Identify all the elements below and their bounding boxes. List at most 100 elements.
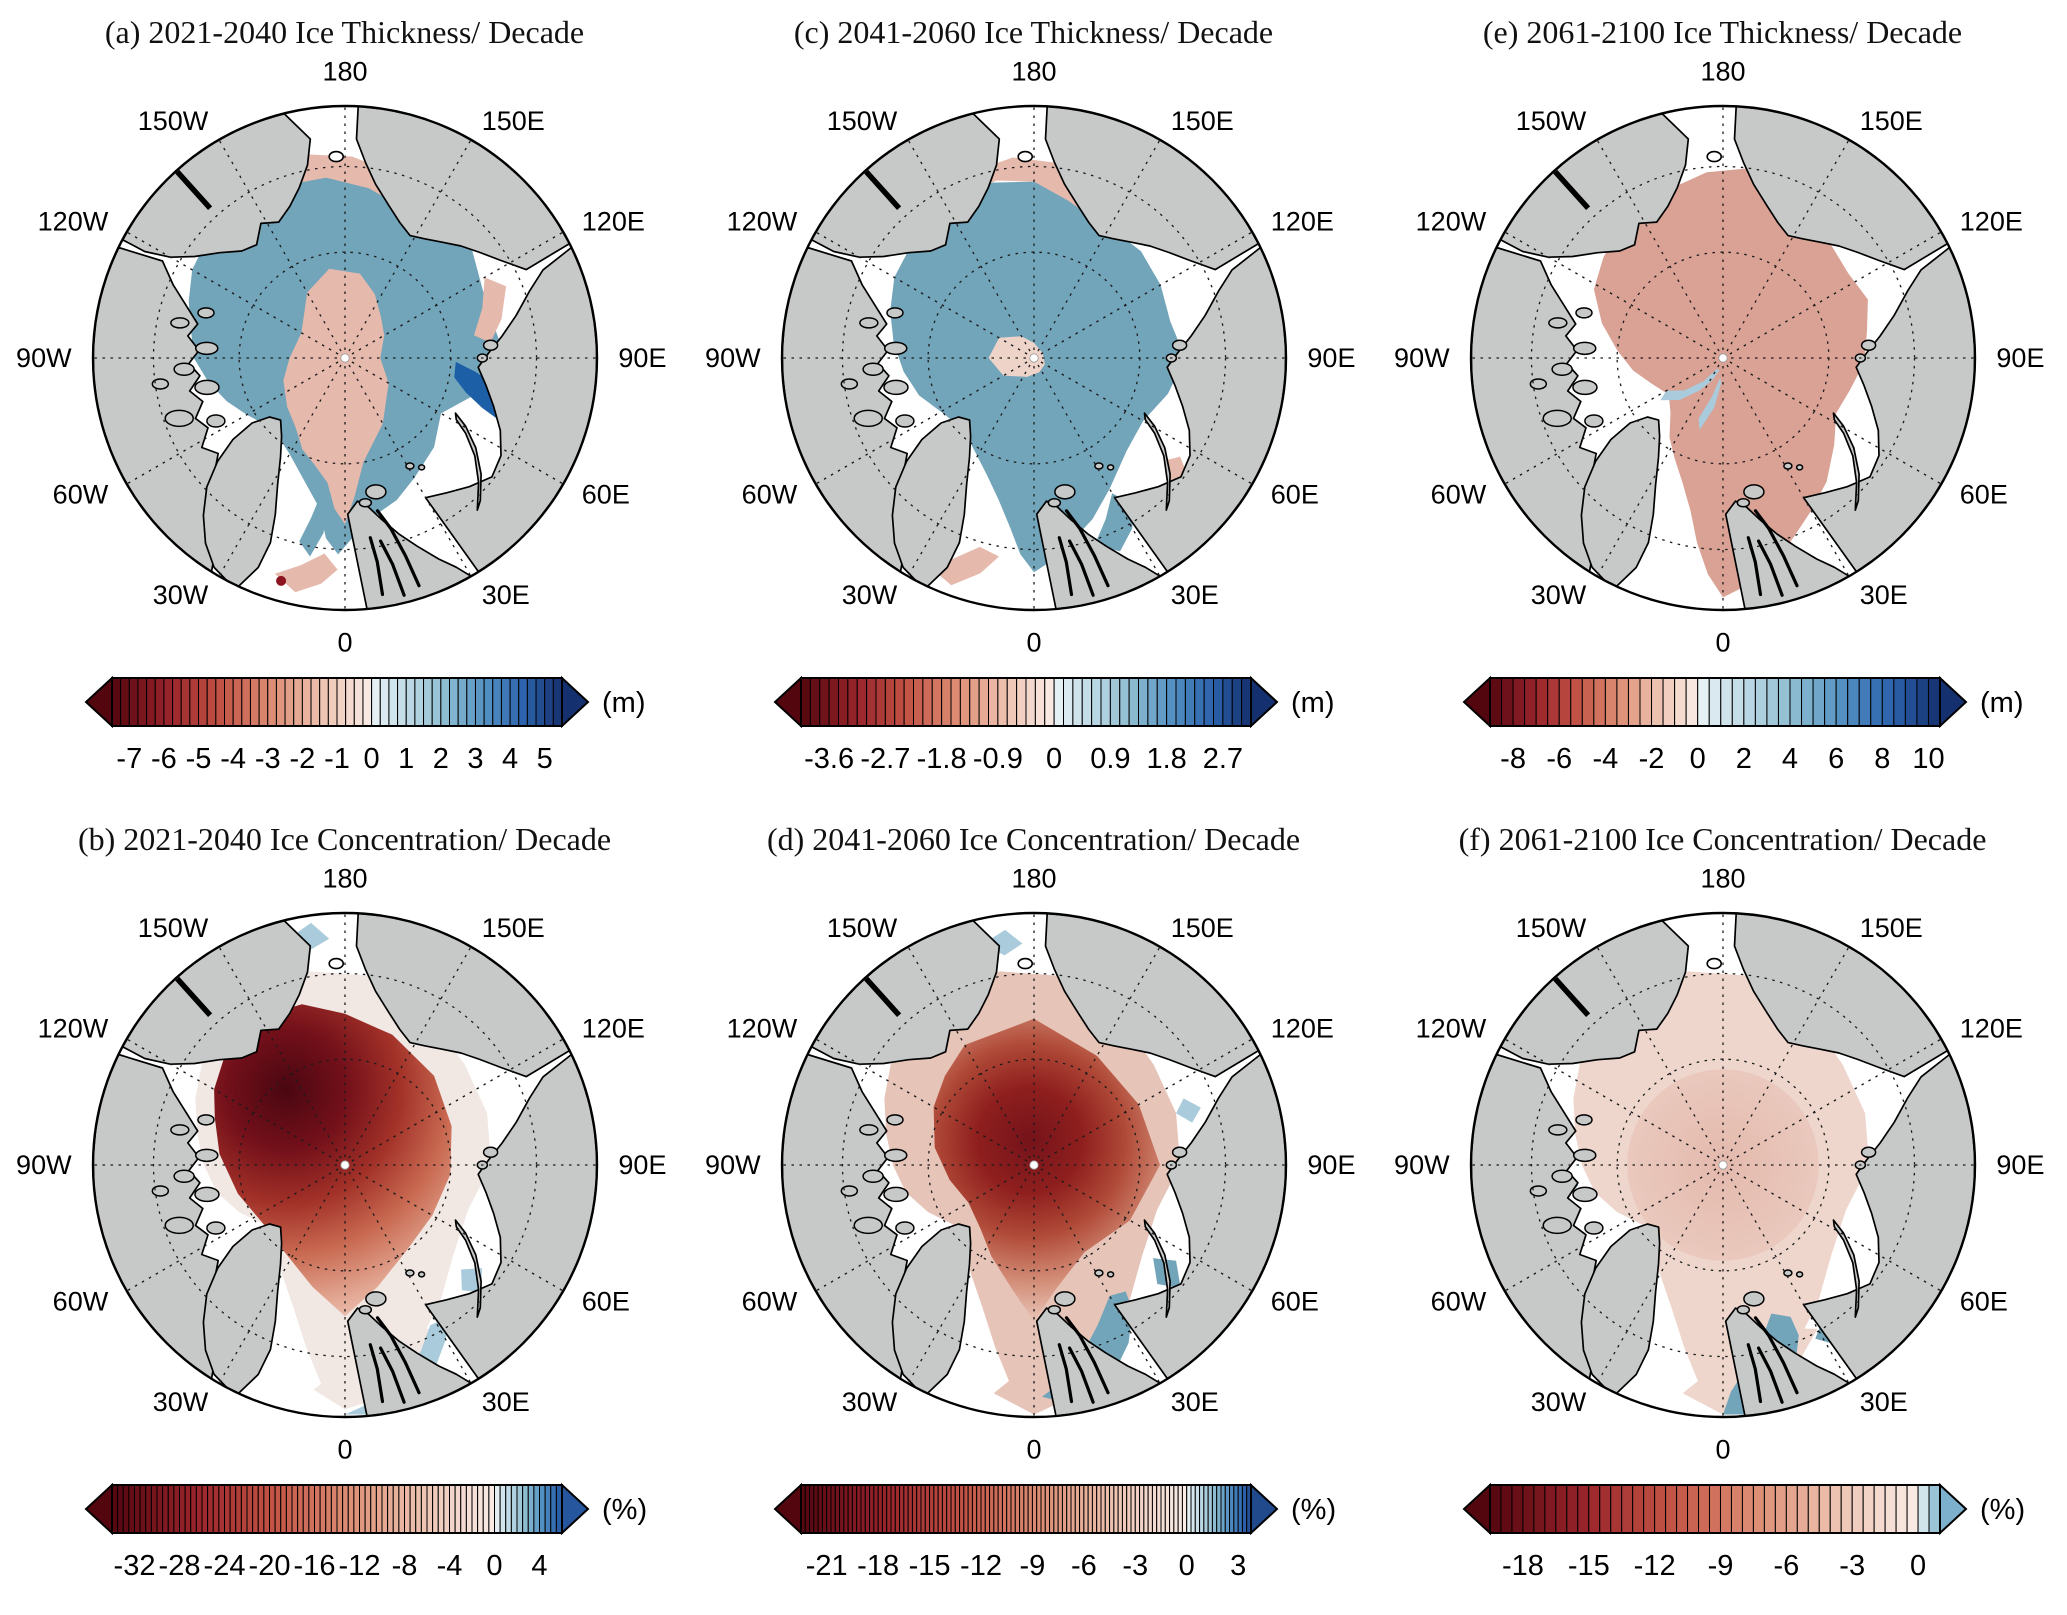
lon-label-30W: 30W (841, 1387, 897, 1417)
cbar-tick-d-8: 3 (1230, 1550, 1246, 1582)
cbar-tick-c-2: -1.8 (917, 743, 967, 775)
lon-label-60W: 60W (741, 1287, 797, 1317)
panel-c: (c) 2041-2060 Ice Thickness/ Decade 180 1… (689, 0, 1378, 807)
cbar-tick-a-8: 1 (398, 743, 414, 775)
arctic-map-b: 180 150W 150E 120W 120E 90W 90E 60W 60E 30W 30E 0 (15, 859, 675, 1471)
cbar-tick-c-7: 2.7 (1203, 743, 1243, 775)
lon-label-60W: 60W (1430, 480, 1486, 510)
lon-label-0: 0 (1715, 627, 1730, 657)
lon-label-30W: 30W (152, 580, 208, 610)
lon-label-90W: 90W (705, 1150, 761, 1180)
cbar-tick-d-2: -15 (909, 1550, 951, 1582)
lon-label-0: 0 (1715, 1434, 1730, 1464)
lon-label-120E: 120E (581, 206, 644, 236)
lon-label-90E: 90E (1996, 1150, 2044, 1180)
cbar-tick-e-6: 4 (1782, 743, 1798, 775)
cbar-tick-d-1: -18 (857, 1550, 899, 1582)
lon-label-90E: 90E (1996, 343, 2044, 373)
lon-label-90W: 90W (16, 1150, 72, 1180)
lon-label-150E: 150E (1170, 913, 1233, 943)
cbar-tick-e-7: 6 (1828, 743, 1844, 775)
arctic-map-e: 180 150W 150E 120W 120E 90W 90E 60W 60E 30W 30E 0 (1393, 52, 2053, 664)
lon-label-120W: 120W (37, 1013, 108, 1043)
lon-label-90E: 90E (618, 343, 666, 373)
cbar-tick-e-0: -8 (1500, 743, 1526, 775)
lon-label-30W: 30W (1530, 1387, 1586, 1417)
colorbar-svg-a: -7 -6 -5 -4 -3 -2 -1 0 1 2 3 4 5 (m) (84, 675, 645, 775)
panel-title-f: (f) 2061-2100 Ice Concentration/ Decade (1458, 821, 1987, 857)
cbar-tick-c-6: 1.8 (1146, 743, 1186, 775)
lon-label-180: 180 (1011, 57, 1056, 87)
lon-label-120E: 120E (1270, 1013, 1333, 1043)
cbar-unit-c: (m) (1291, 687, 1334, 719)
lon-label-30E: 30E (1170, 580, 1218, 610)
cbar-unit-f: (%) (1980, 1494, 2025, 1526)
panel-e: (e) 2061-2100 Ice Thickness/ Decade 180 1… (1378, 0, 2067, 807)
lon-label-60E: 60E (1959, 480, 2007, 510)
panel-title-a: (a) 2021-2040 Ice Thickness/ Decade (104, 14, 585, 50)
cbar-unit-b: (%) (602, 1494, 647, 1526)
cbar-tick-a-6: -1 (324, 743, 350, 775)
lon-label-120E: 120E (1959, 206, 2022, 236)
lon-label-120E: 120E (581, 1013, 644, 1043)
arctic-map-svg-f: 180 150W 150E 120W 120E 90W 90E 60W 60E 30W 30E 0 (1394, 864, 2044, 1465)
cbar-tick-e-3: -2 (1639, 743, 1665, 775)
lon-label-30E: 30E (1859, 1387, 1907, 1417)
cbar-tick-d-5: -6 (1071, 1550, 1097, 1582)
lon-label-120W: 120W (1415, 1013, 1486, 1043)
lon-label-90W: 90W (1394, 343, 1450, 373)
cbar-tick-b-2: -24 (204, 1550, 246, 1582)
cbar-tick-d-3: -12 (960, 1550, 1002, 1582)
cbar-tick-e-1: -6 (1546, 743, 1572, 775)
cbar-tick-b-1: -28 (159, 1550, 201, 1582)
cbar-tick-e-8: 8 (1874, 743, 1890, 775)
colorbar-svg-e: -8 -6 -4 -2 0 2 4 6 8 10 (m) (1462, 675, 2023, 775)
cbar-tick-a-12: 5 (537, 743, 553, 775)
arctic-map-svg-d: 180 150W 150E 120W 120E 90W 90E 60W 60E 30W 30E 0 (705, 864, 1355, 1465)
lon-label-60E: 60E (1270, 480, 1318, 510)
cbar-unit-a: (m) (602, 687, 645, 719)
cbar-tick-c-3: -0.9 (973, 743, 1023, 775)
lon-label-60W: 60W (1430, 1287, 1486, 1317)
lon-label-0: 0 (337, 627, 352, 657)
cbar-tick-e-5: 2 (1736, 743, 1752, 775)
lon-label-30W: 30W (841, 580, 897, 610)
lon-label-30E: 30E (481, 1387, 529, 1417)
cbar-tick-b-9: 4 (531, 1550, 547, 1582)
lon-label-90E: 90E (618, 1150, 666, 1180)
lon-label-0: 0 (1026, 627, 1041, 657)
cbar-tick-d-7: 0 (1179, 1550, 1195, 1582)
panel-title-e: (e) 2061-2100 Ice Thickness/ Decade (1482, 14, 1963, 50)
lon-label-60E: 60E (581, 1287, 629, 1317)
cbar-tick-d-0: -21 (806, 1550, 848, 1582)
cbar-tick-a-4: -3 (255, 743, 281, 775)
cbar-tick-b-7: -4 (437, 1550, 463, 1582)
lon-label-60E: 60E (581, 480, 629, 510)
lon-label-180: 180 (1700, 864, 1745, 894)
cbar-tick-e-9: 10 (1912, 743, 1944, 775)
lon-label-30W: 30W (152, 1387, 208, 1417)
cbar-tick-f-4: -6 (1773, 1550, 1799, 1582)
lon-label-120W: 120W (726, 206, 797, 236)
cbar-tick-f-1: -15 (1568, 1550, 1610, 1582)
lon-label-30E: 30E (481, 580, 529, 610)
lon-label-90W: 90W (16, 343, 72, 373)
panel-title-c: (c) 2041-2060 Ice Thickness/ Decade (793, 14, 1274, 50)
colorbar-svg-f: -18 -15 -12 -9 -6 -3 0 (%) (1462, 1482, 2025, 1582)
cbar-tick-f-5: -3 (1839, 1550, 1865, 1582)
colorbar-b: -32 -28 -24 -20 -16 -12 -8 -4 0 4 (%) (0, 1475, 689, 1601)
cbar-tick-a-3: -4 (220, 743, 246, 775)
cbar-tick-b-0: -32 (114, 1550, 156, 1582)
lon-label-90E: 90E (1307, 343, 1355, 373)
arctic-map-svg-a: 180 150W 150E 120W 120E 90W 90E 60W 60E 30W 30E 0 (16, 57, 666, 658)
lon-label-150W: 150W (1515, 106, 1586, 136)
lon-label-60W: 60W (52, 1287, 108, 1317)
cbar-tick-c-0: -3.6 (804, 743, 854, 775)
lon-label-180: 180 (322, 864, 367, 894)
lon-label-120E: 120E (1270, 206, 1333, 236)
arctic-map-svg-c: 180 150W 150E 120W 120E 90W 90E 60W 60E 30W 30E 0 (705, 57, 1355, 658)
lon-label-30E: 30E (1170, 1387, 1218, 1417)
cbar-tick-e-4: 0 (1690, 743, 1706, 775)
lon-label-150W: 150W (1515, 913, 1586, 943)
arctic-map-d: 180 150W 150E 120W 120E 90W 90E 60W 60E 30W 30E 0 (704, 859, 1364, 1471)
